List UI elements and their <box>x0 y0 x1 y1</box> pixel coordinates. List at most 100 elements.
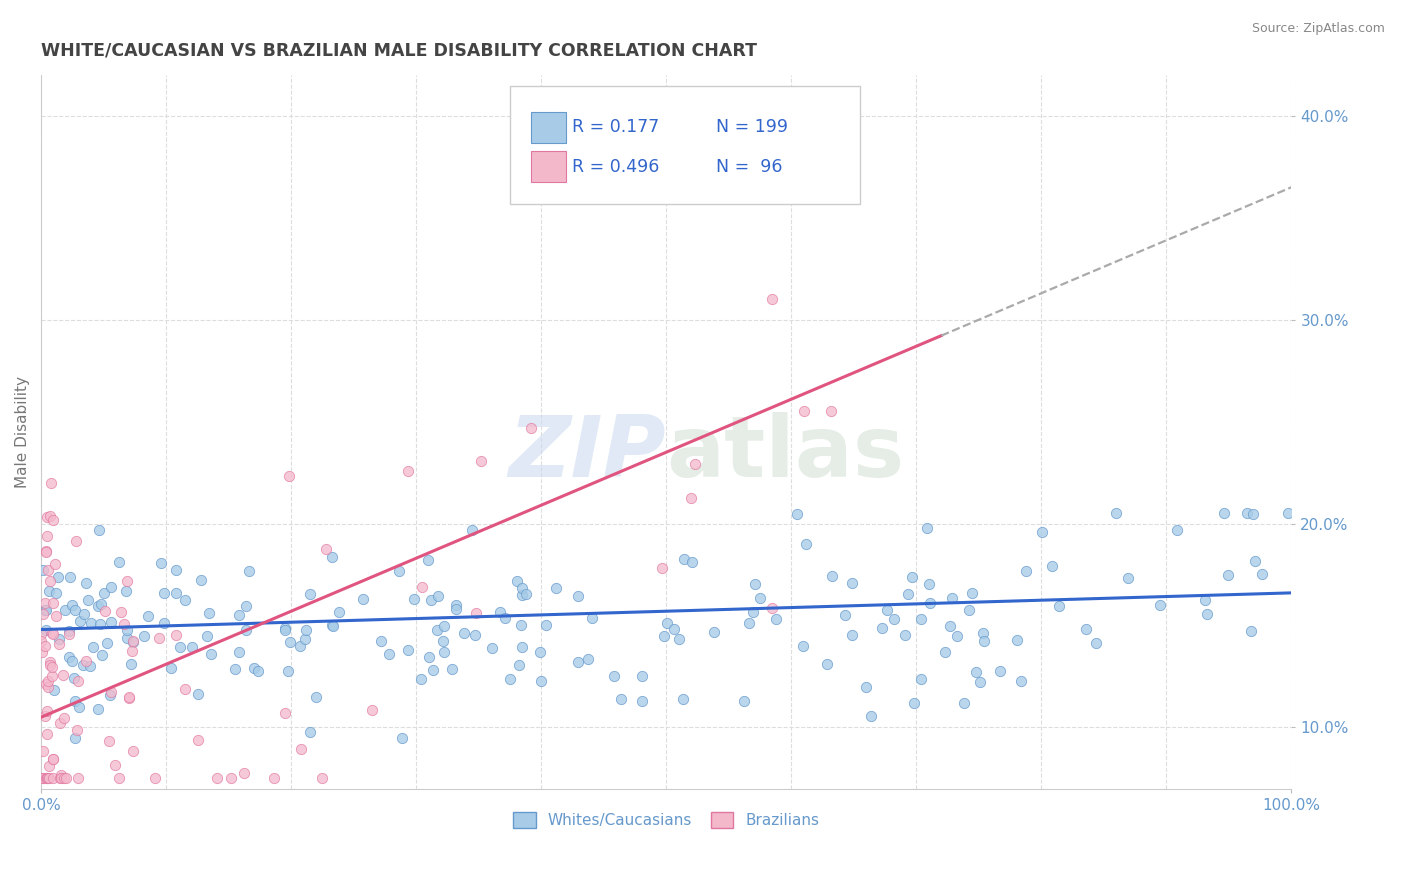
Point <box>41 626 63 640</box>
Point <box>352 591 374 606</box>
Point <box>122 634 145 648</box>
Text: WHITE/CAUCASIAN VS BRAZILIAN MALE DISABILITY CORRELATION CHART: WHITE/CAUCASIAN VS BRAZILIAN MALE DISABI… <box>41 42 756 60</box>
Point <box>581 611 603 625</box>
Point <box>939 619 962 633</box>
Point <box>299 587 322 601</box>
Point <box>96 635 118 649</box>
Point <box>1277 507 1299 521</box>
Point <box>530 673 553 688</box>
Point <box>37 772 59 786</box>
Point <box>1105 507 1128 521</box>
Point <box>31 645 53 659</box>
Point <box>200 647 222 661</box>
Point <box>35 677 58 691</box>
Point <box>30 634 52 648</box>
Point <box>122 634 145 648</box>
Point <box>422 663 444 677</box>
Point <box>433 618 456 632</box>
Point <box>464 606 486 620</box>
Point <box>744 577 766 591</box>
Point <box>100 685 122 699</box>
Point <box>901 570 924 584</box>
Point <box>60 598 83 612</box>
Point <box>1195 607 1218 621</box>
Point <box>121 644 143 658</box>
Point <box>66 674 89 689</box>
Point <box>63 603 86 617</box>
Point <box>910 672 932 686</box>
Point <box>51 772 73 786</box>
Point <box>42 513 65 527</box>
Point <box>278 635 301 649</box>
Point <box>576 652 599 666</box>
Point <box>960 585 983 599</box>
Point <box>567 655 589 669</box>
Point <box>42 627 65 641</box>
Point <box>35 602 58 616</box>
Point <box>918 577 941 591</box>
Point <box>738 616 761 631</box>
Point <box>49 716 72 731</box>
Point <box>228 608 250 623</box>
Legend: Whites/Caucasians, Brazilians: Whites/Caucasians, Brazilians <box>506 806 825 834</box>
FancyBboxPatch shape <box>510 86 860 203</box>
Point <box>464 628 486 642</box>
Point <box>153 586 176 600</box>
Point <box>219 772 242 786</box>
Point <box>567 590 589 604</box>
Point <box>165 563 187 577</box>
Point <box>1047 599 1070 613</box>
Point <box>41 660 63 674</box>
Point <box>37 674 59 689</box>
Point <box>122 744 145 758</box>
Point <box>427 590 450 604</box>
Point <box>35 772 58 786</box>
Point <box>108 772 131 786</box>
FancyBboxPatch shape <box>531 112 567 143</box>
Point <box>53 772 76 786</box>
Point <box>685 458 707 472</box>
Point <box>672 692 695 706</box>
Point <box>841 576 863 591</box>
Point <box>546 581 568 595</box>
Point <box>49 768 72 782</box>
Point <box>46 570 69 584</box>
Text: Source: ZipAtlas.com: Source: ZipAtlas.com <box>1251 22 1385 36</box>
Point <box>233 765 256 780</box>
Point <box>115 632 138 646</box>
Point <box>235 599 257 614</box>
Point <box>489 605 512 619</box>
Point <box>855 681 877 695</box>
Point <box>41 752 63 766</box>
Text: R = 0.177: R = 0.177 <box>572 119 659 136</box>
Point <box>965 665 987 680</box>
Point <box>1085 636 1108 650</box>
Point <box>118 691 141 706</box>
Point <box>35 727 58 741</box>
Point <box>388 564 411 578</box>
Point <box>821 569 844 583</box>
Point <box>38 758 60 772</box>
Point <box>946 629 969 643</box>
Point <box>274 621 297 635</box>
Point <box>396 643 419 657</box>
Point <box>761 293 783 307</box>
Point <box>228 645 250 659</box>
Point <box>112 616 135 631</box>
Point <box>87 702 110 716</box>
Point <box>702 624 724 639</box>
Point <box>53 603 76 617</box>
Point <box>1149 598 1171 612</box>
Point <box>44 585 66 599</box>
Point <box>957 603 980 617</box>
Point <box>190 573 212 587</box>
Point <box>1040 558 1063 573</box>
Point <box>315 541 337 556</box>
Point <box>1076 622 1098 636</box>
Point <box>98 689 121 703</box>
Point <box>765 612 787 626</box>
Point <box>44 558 66 572</box>
Point <box>655 615 678 630</box>
Point <box>672 552 695 566</box>
Point <box>66 772 89 786</box>
